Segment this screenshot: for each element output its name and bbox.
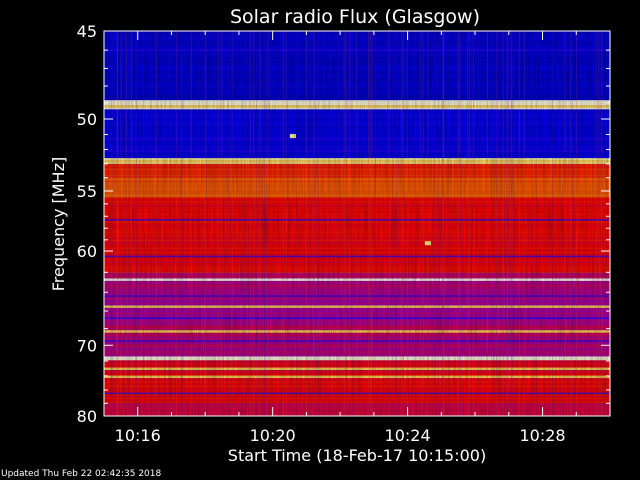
y-tick-label: 50 <box>77 110 97 129</box>
chart-title: Solar radio Flux (Glasgow) <box>230 6 480 28</box>
x-axis: 10:16 10:20 10:24 10:28 <box>103 31 611 445</box>
updated-timestamp: Updated Thu Feb 22 02:42:35 2018 <box>1 469 162 479</box>
x-tick-label: 10:28 <box>519 426 565 445</box>
y-tick-label: 60 <box>77 242 97 261</box>
y-axis-label: Frequency [MHz] <box>49 157 68 291</box>
plot-frame <box>103 30 611 417</box>
y-tick-label: 80 <box>77 407 97 426</box>
x-tick-label: 10:20 <box>250 426 296 445</box>
x-axis-label: Start Time (18-Feb-17 10:15:00) <box>228 446 486 465</box>
y-tick-label: 70 <box>77 336 97 355</box>
plot-grain <box>104 31 610 416</box>
x-tick-label: 10:24 <box>385 426 431 445</box>
x-tick-label: 10:16 <box>115 426 161 445</box>
y-tick-label: 45 <box>77 22 97 41</box>
y-tick-label: 55 <box>77 182 97 201</box>
